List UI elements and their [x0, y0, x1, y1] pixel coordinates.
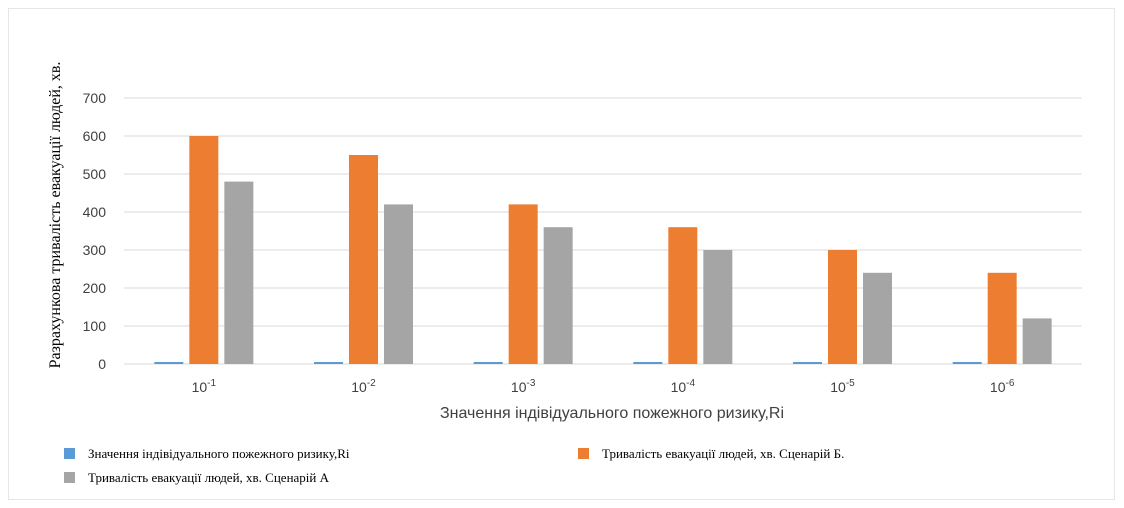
y-axis-ticks: 0 100 200 300 400 500 600 700 — [83, 90, 107, 372]
x-category-label: 10-4 — [671, 378, 696, 395]
bar — [793, 362, 822, 364]
bar — [473, 362, 503, 364]
y-tick-label: 600 — [83, 128, 107, 144]
legend-entry: Значення індівідуального пожежного ризик… — [88, 446, 350, 461]
x-axis-categories: 10-1 10-2 10-3 10-4 10-5 10-6 — [192, 378, 1015, 395]
bar — [508, 204, 538, 364]
y-tick-label: 500 — [83, 166, 107, 182]
legend-swatch — [64, 472, 75, 483]
x-category-label: 10-1 — [192, 378, 217, 395]
y-tick-label: 200 — [83, 280, 107, 296]
legend-entry: Тривалість евакуації людей, хв. Сценарій… — [602, 446, 844, 461]
bar — [828, 250, 857, 364]
x-category-label: 10-3 — [511, 378, 536, 395]
legend: Значення індівідуального пожежного ризик… — [64, 446, 844, 485]
bar — [668, 227, 698, 364]
bar — [703, 250, 733, 364]
legend-swatch — [578, 448, 589, 459]
bar — [543, 227, 573, 364]
bar — [314, 362, 343, 364]
gridlines — [124, 97, 1082, 365]
y-tick-label: 700 — [83, 90, 107, 106]
y-tick-label: 300 — [83, 242, 107, 258]
bar — [384, 204, 413, 364]
bar — [987, 272, 1017, 364]
legend-swatch — [64, 448, 75, 459]
x-axis-title: Значення індівідуального пожежного ризик… — [440, 405, 784, 422]
bar — [1022, 318, 1052, 364]
bar — [349, 155, 378, 364]
y-tick-label: 0 — [98, 356, 106, 372]
bar — [952, 362, 982, 364]
bar — [224, 181, 254, 364]
x-category-label: 10-5 — [830, 378, 855, 395]
x-category-label: 10-6 — [990, 378, 1015, 395]
x-category-label: 10-2 — [351, 378, 376, 395]
bars — [154, 136, 1052, 364]
y-tick-label: 100 — [83, 318, 107, 334]
y-tick-label: 400 — [83, 204, 107, 220]
bar — [633, 362, 663, 364]
bar — [154, 362, 184, 364]
bar — [863, 272, 892, 364]
bar — [189, 136, 219, 364]
legend-entry: Тривалість евакуації людей, хв. Сценарій… — [88, 470, 330, 485]
y-axis-title: Разрахункова тривалість евакуації людей,… — [47, 62, 64, 369]
